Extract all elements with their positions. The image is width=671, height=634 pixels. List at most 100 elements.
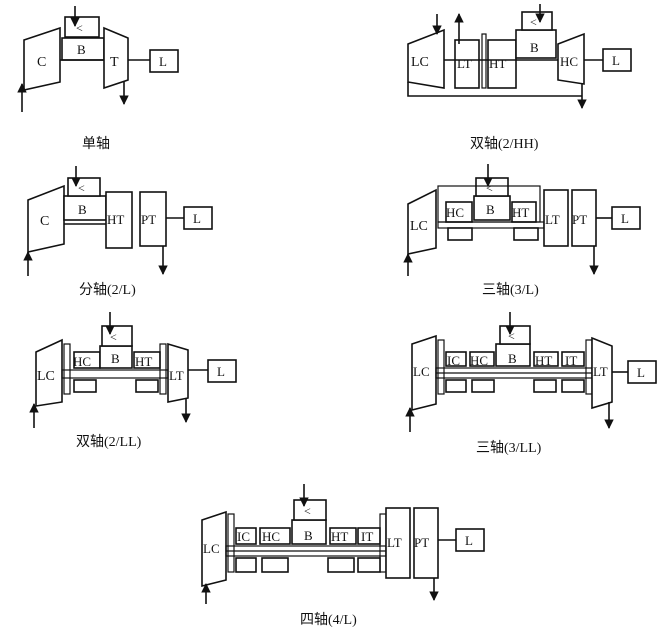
burner-label: B <box>111 351 120 366</box>
compressor-shape <box>23 26 61 91</box>
lc-label: LC <box>203 541 220 556</box>
lower-vane-3 <box>533 379 557 393</box>
lower-vane-1 <box>235 557 257 573</box>
burner-label: B <box>78 202 87 217</box>
diagram-twin-ll: LC HC B < HT LT L <box>29 312 237 428</box>
hc-label: HC <box>73 354 91 369</box>
outer-shroud-left <box>227 513 235 573</box>
hc-label: HC <box>446 205 464 220</box>
ic-box <box>445 351 467 367</box>
outer-shroud-right <box>585 339 593 395</box>
lower-vane-4 <box>357 557 381 573</box>
diagram-twin-hh: LC LT HT B < HC L <box>407 4 632 109</box>
lt-label: LT <box>593 364 608 379</box>
load-label: L <box>612 53 620 68</box>
lc-shape <box>407 188 437 255</box>
load-label: L <box>465 533 473 548</box>
lower-vane-left <box>73 379 97 393</box>
ht-label: HT <box>107 212 124 227</box>
ht-label: HT <box>489 56 506 71</box>
ht-label: HT <box>535 353 552 368</box>
inner-shaft-tube <box>437 221 545 229</box>
burner-symbol: < <box>110 330 117 344</box>
lower-vane-4 <box>561 379 585 393</box>
burner-symbol: < <box>530 15 537 29</box>
lt-label: LT <box>545 212 560 227</box>
ht-label: HT <box>331 529 348 544</box>
it-label: IT <box>361 529 373 544</box>
burner-symbol: < <box>78 181 85 195</box>
lt-label: LT <box>169 368 184 383</box>
diagram-single-shaft: C B < T L <box>17 6 179 112</box>
lt-label: LT <box>457 56 472 71</box>
load-label: L <box>193 211 201 226</box>
load-box <box>183 206 213 230</box>
compressor-shape <box>27 184 65 253</box>
load-box <box>149 49 179 73</box>
diagram-three-shaft-ll: LC IC HC B < HT IT LT L <box>405 312 657 432</box>
burner-top-box <box>101 325 133 347</box>
diagram-four-shaft-l: LC IC HC B < HT IT LT PT L <box>201 484 485 604</box>
hc-shroud <box>63 343 71 395</box>
lc-label: LC <box>37 369 55 384</box>
ic-label: IC <box>447 353 460 368</box>
lt-shape <box>591 336 613 410</box>
lt-box <box>543 189 569 247</box>
compressor-label: C <box>37 55 46 70</box>
burner-top-box <box>499 325 531 345</box>
turbine-label: T <box>110 55 119 70</box>
burner-label: B <box>304 528 313 543</box>
load-label: L <box>159 54 167 69</box>
burner-box <box>63 195 107 221</box>
ic-label: IC <box>237 529 250 544</box>
hc-box <box>259 527 291 545</box>
lower-vane-right <box>513 227 539 241</box>
burner-box <box>515 29 557 59</box>
burner-top-box <box>521 11 553 31</box>
burner-label: B <box>486 202 495 217</box>
lt-label: LT <box>387 535 402 550</box>
pt-box <box>413 507 439 579</box>
load-box <box>207 359 237 383</box>
burner-symbol: < <box>304 504 311 518</box>
load-label: L <box>621 211 629 226</box>
it-label: IT <box>565 353 577 368</box>
caption-twin-hh: 双轴(2/HH) <box>470 136 539 152</box>
burner-label: B <box>508 351 517 366</box>
compressor-label: C <box>40 214 49 229</box>
hc-label: HC <box>560 54 578 69</box>
ht-label: HT <box>512 205 529 220</box>
lower-vane-2 <box>261 557 289 573</box>
hc-shape <box>557 32 585 85</box>
pt-label: PT <box>572 212 587 227</box>
ht-label: HT <box>135 354 152 369</box>
burner-symbol: < <box>486 181 493 195</box>
lc-label: LC <box>411 55 429 70</box>
lower-vane-right <box>135 379 159 393</box>
lc-shape <box>35 338 63 407</box>
it-box <box>561 351 585 367</box>
outer-shroud-right <box>379 513 387 573</box>
caption-three-l: 三轴(3/L) <box>482 282 539 298</box>
caption-single: 单轴 <box>82 136 110 152</box>
ht-box <box>329 527 357 545</box>
lt-box <box>454 39 480 89</box>
turbine-shape <box>103 26 129 90</box>
burner-label: B <box>530 40 539 55</box>
ht-shroud <box>481 33 487 89</box>
caption-split: 分轴(2/L) <box>79 282 136 298</box>
load-label: L <box>637 365 645 380</box>
pt-label: PT <box>141 212 156 227</box>
lt-shape <box>167 342 189 403</box>
hc-label: HC <box>470 353 488 368</box>
lc-label: LC <box>413 364 430 379</box>
load-label: L <box>217 364 225 379</box>
burner-label: B <box>77 42 86 57</box>
diagram-three-shaft-l: LC HC B < HT LT PT L <box>403 164 641 276</box>
lc-shape <box>411 334 437 412</box>
caption-twin-ll: 双轴(2/LL) <box>76 434 142 450</box>
diagram-split-shaft: C B < HT PT L <box>23 166 213 276</box>
lower-vane-1 <box>445 379 467 393</box>
lc-label: LC <box>410 219 428 234</box>
